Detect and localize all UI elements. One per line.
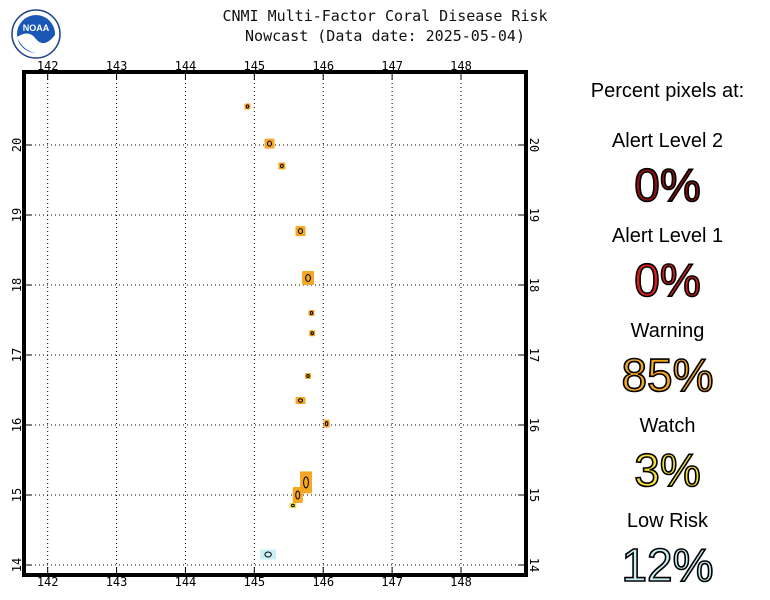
lon-tick-label-top: 145 [243, 59, 265, 73]
lat-tick-label-left: 14 [10, 558, 24, 572]
island-farallon-de-medinilla-outline [324, 421, 329, 427]
island-pagan-risk-area [302, 271, 315, 285]
lat-tick-label-right: 20 [527, 138, 541, 152]
lon-tick-label-top: 144 [175, 59, 197, 73]
lat-tick-label-right: 19 [527, 208, 541, 222]
island-aguijan-outline [291, 503, 295, 508]
noaa-logo-icon: NOAA [11, 9, 61, 59]
level-value-alert-level-1: 0% [633, 254, 701, 306]
lon-tick-label-top: 143 [106, 59, 128, 73]
lon-tick-label-top: 148 [450, 59, 472, 73]
lat-tick-label-left: 17 [10, 348, 24, 362]
level-label-alert-level-1: Alert Level 1 [611, 225, 724, 247]
lat-tick-label-left: 16 [10, 418, 24, 432]
lon-tick-label-bottom: 142 [37, 575, 59, 589]
island-tinian-risk-area [292, 487, 303, 503]
island-alamagan-outline [309, 311, 314, 315]
island-guguan-outline [310, 331, 314, 336]
island-farallon-de-medinilla-risk-area [323, 419, 330, 428]
lat-tick-label-right: 17 [527, 348, 541, 362]
island-saipan-risk-area [300, 471, 312, 494]
level-value-low-risk: 12% [621, 539, 715, 591]
percent-pixels-panel: Percent pixels at: Alert Level 2 0% Alert … [565, 0, 770, 600]
noaa-logo-text: NOAA [23, 23, 50, 33]
island-saipan-outline [303, 476, 309, 489]
lon-tick-label-bottom: 143 [106, 575, 128, 589]
island-agrihan-outline [297, 228, 303, 235]
island-maug-risk-area [264, 138, 275, 149]
island-farallon-de-pajaros-outline [245, 104, 250, 109]
island-sarigan-risk-area [305, 373, 312, 379]
lon-tick-label-bottom: 148 [450, 575, 472, 589]
lat-tick-label-right: 14 [527, 558, 541, 572]
level-label-low-risk: Low Risk [626, 510, 709, 532]
island-aguijan-risk-area [289, 503, 297, 508]
level-value-watch: 3% [633, 444, 701, 496]
panel-heading: Percent pixels at: [590, 80, 745, 102]
level-value-warning: 85% [621, 349, 715, 401]
island-sarigan-outline [306, 374, 310, 378]
lon-tick-label-bottom: 147 [381, 575, 403, 589]
lat-tick-label-right: 16 [527, 418, 541, 432]
lat-tick-label-right: 15 [527, 488, 541, 502]
island-farallon-de-pajaros-risk-area [244, 103, 251, 110]
lat-tick-label-left: 18 [10, 278, 24, 292]
island-agrihan-risk-area [295, 226, 306, 237]
island-rota-outline [264, 551, 272, 558]
lon-tick-label-top: 146 [312, 59, 334, 73]
level-label-watch: Watch [639, 415, 696, 437]
lon-tick-label-top: 147 [381, 59, 403, 73]
island-anatahan-outline [297, 398, 303, 403]
level-label-warning: Warning [630, 320, 705, 342]
lat-tick-label-left: 20 [10, 138, 24, 152]
page-title: CNMI Multi-Factor Coral Disease Risk Now… [200, 6, 570, 46]
lon-tick-label-bottom: 144 [175, 575, 197, 589]
level-value-alert-level-2: 0% [633, 159, 701, 211]
title-line-1: CNMI Multi-Factor Coral Disease Risk [222, 7, 548, 25]
map-frame [22, 70, 528, 577]
island-rota-risk-area [260, 549, 277, 560]
lon-tick-label-top: 142 [37, 59, 59, 73]
lat-tick-label-right: 18 [527, 278, 541, 292]
island-asuncion-outline [279, 163, 284, 169]
island-tinian-outline [295, 490, 301, 500]
island-anatahan-risk-area [295, 397, 306, 404]
title-line-2: Nowcast (Data date: 2025-05-04) [245, 27, 525, 45]
coral-risk-map: 142 142 143 143 144 144 145 145 146 146 147 147 148 1… [10, 59, 541, 589]
island-pagan-outline [305, 274, 311, 282]
island-asuncion-risk-area [278, 162, 286, 170]
island-guguan-risk-area [309, 330, 316, 337]
island-maug-outline [266, 140, 272, 147]
lat-tick-label-left: 19 [10, 208, 24, 222]
island-alamagan-risk-area [308, 310, 315, 316]
lon-tick-label-bottom: 146 [312, 575, 334, 589]
lat-tick-label-left: 15 [10, 488, 24, 502]
level-label-alert-level-2: Alert Level 2 [611, 130, 724, 152]
lon-tick-label-bottom: 145 [243, 575, 265, 589]
